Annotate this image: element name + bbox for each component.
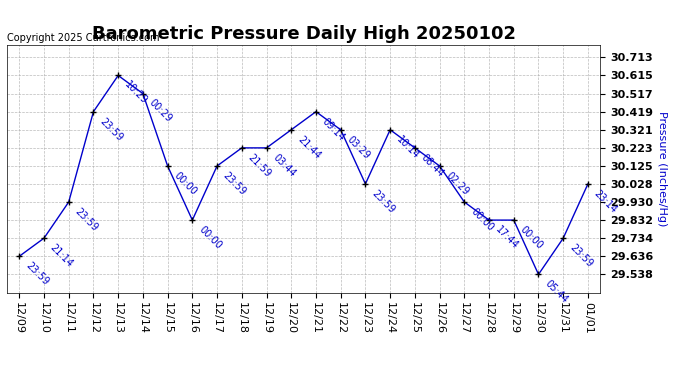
Text: 02:29: 02:29 [444,170,471,197]
Text: 23:59: 23:59 [567,242,594,269]
Text: 10:29: 10:29 [122,80,149,106]
Text: 00:00: 00:00 [197,224,223,251]
Text: 23:59: 23:59 [23,261,50,287]
Text: 23:59: 23:59 [73,206,100,233]
Text: 23:59: 23:59 [97,116,124,143]
Text: 23:59: 23:59 [221,170,248,197]
Text: 08:44: 08:44 [419,152,446,179]
Text: 03:44: 03:44 [270,152,297,179]
Text: 17:44: 17:44 [493,224,520,251]
Text: 10:14: 10:14 [394,134,421,160]
Text: 23:59: 23:59 [370,188,397,215]
Text: 00:00: 00:00 [518,224,544,251]
Title: Barometric Pressure Daily High 20250102: Barometric Pressure Daily High 20250102 [92,26,515,44]
Text: 21:59: 21:59 [246,152,273,179]
Text: 21:44: 21:44 [295,134,322,161]
Text: Copyright 2025 Curtronics.com: Copyright 2025 Curtronics.com [7,33,159,42]
Text: 21:14: 21:14 [48,242,75,269]
Text: 00:00: 00:00 [172,170,199,197]
Text: 05:44: 05:44 [542,279,569,305]
Text: 03:29: 03:29 [345,134,372,161]
Y-axis label: Pressure (Inches/Hg): Pressure (Inches/Hg) [657,111,667,226]
Text: 09:14: 09:14 [320,116,347,142]
Text: 00:00: 00:00 [469,206,495,233]
Text: 00:29: 00:29 [147,98,174,124]
Text: 23:14: 23:14 [592,188,619,215]
